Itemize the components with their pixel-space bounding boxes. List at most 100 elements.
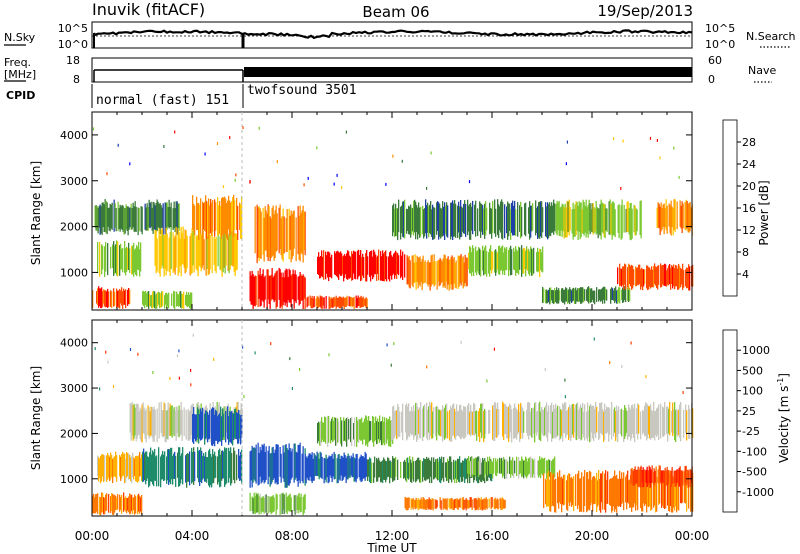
heatmap-cell: [686, 410, 688, 441]
heatmap-cell: [134, 201, 136, 232]
heatmap-cell: [558, 200, 560, 236]
heatmap-cell: [528, 207, 530, 234]
heatmap-cell: [171, 405, 173, 438]
heatmap-cell: [101, 202, 103, 235]
heatmap-cell: [282, 492, 284, 510]
heatmap-cell: [653, 468, 655, 486]
heatmap-cell: [264, 275, 266, 300]
heatmap-cell: [106, 493, 108, 511]
heatmap-cell: [584, 470, 586, 506]
heatmap-cell: [194, 451, 196, 482]
heatmap-cell: [477, 250, 479, 272]
heatmap-cell: [213, 357, 215, 361]
heatmap-cell: [389, 416, 391, 447]
heatmap-cell: [620, 187, 622, 190]
heatmap-cell: [106, 172, 108, 176]
heatmap-cell: [139, 407, 141, 440]
heatmap-cell: [454, 262, 456, 288]
heatmap-cell: [173, 407, 175, 437]
heatmap-cell: [669, 402, 671, 436]
heatmap-cell: [467, 459, 469, 474]
heatmap-cell: [224, 196, 226, 234]
heatmap-cell: [591, 288, 593, 303]
heatmap-cell: [213, 454, 215, 484]
heatmap-cell: [673, 146, 675, 150]
heatmap-cell: [659, 479, 661, 504]
heatmap-cell: [664, 401, 666, 436]
heatmap-cell: [188, 411, 190, 441]
heatmap-cell: [444, 202, 446, 240]
heatmap-cell: [306, 297, 308, 308]
heatmap-cell: [275, 271, 277, 309]
heatmap-cell: [430, 151, 432, 155]
heatmap-cell: [210, 453, 212, 486]
heatmap-cell: [423, 498, 425, 509]
heatmap-cell: [395, 203, 397, 237]
heatmap-cell: [682, 263, 684, 290]
heatmap-cell: [301, 210, 303, 255]
heatmap-cell: [398, 255, 400, 276]
heatmap-cell: [415, 201, 417, 240]
heatmap-cell: [408, 462, 410, 480]
heatmap-cell: [168, 407, 170, 436]
heatmap-cell: [243, 395, 245, 399]
heatmap-cell: [152, 450, 154, 485]
heatmap-cell: [557, 472, 559, 504]
heatmap-cell: [119, 204, 121, 232]
heatmap-cell: [240, 451, 242, 481]
heatmap-cell: [239, 202, 241, 230]
heatmap-cell: [657, 265, 659, 290]
heatmap-cell: [415, 261, 417, 290]
heatmap-cell: [524, 203, 526, 235]
heatmap-cell: [407, 257, 409, 285]
heatmap-cell: [166, 202, 168, 230]
heatmap-cell: [159, 236, 161, 277]
x-tick-label: 00:00: [75, 529, 110, 543]
heatmap-cell: [630, 266, 632, 287]
heatmap-cell: [108, 291, 110, 307]
heatmap-cell: [231, 228, 233, 267]
heatmap-cell: [158, 447, 160, 487]
heatmap-cell: [145, 290, 147, 305]
heatmap-cell: [345, 130, 347, 134]
cpid-mode-1: normal (fast) 151: [96, 93, 229, 108]
heatmap-cell: [652, 411, 654, 438]
heatmap-cell: [492, 201, 494, 234]
heatmap-cell: [219, 236, 221, 270]
heatmap-cell: [158, 291, 160, 305]
heatmap-cell: [105, 242, 107, 272]
heatmap-cell: [386, 461, 388, 480]
heatmap-cell: [307, 296, 309, 306]
heatmap-cell: [223, 451, 225, 479]
heatmap-cell: [638, 404, 640, 434]
heatmap-cell: [540, 201, 542, 237]
heatmap-cell: [304, 453, 306, 480]
heatmap-cell: [207, 457, 209, 479]
heatmap-cell: [273, 214, 275, 261]
heatmap-cell: [148, 199, 150, 228]
heatmap-cell: [651, 465, 653, 483]
heatmap-cell: [229, 451, 231, 479]
heatmap-cell: [206, 200, 208, 239]
heatmap-cell: [543, 458, 545, 475]
heatmap-cell: [117, 143, 119, 147]
heatmap-cell: [105, 201, 107, 234]
colorbar-tick-label: 1000: [742, 344, 770, 357]
heatmap-cell: [663, 203, 665, 235]
heatmap-cell: [189, 451, 191, 486]
heatmap-cell: [584, 289, 586, 301]
heatmap-cell: [97, 242, 99, 274]
heatmap-cell: [445, 258, 447, 282]
heatmap-cell: [161, 410, 163, 437]
heatmap-cell: [416, 499, 418, 508]
heatmap-cell: [163, 145, 165, 148]
heatmap-cell: [483, 250, 485, 276]
heatmap-cell: [648, 472, 650, 508]
heatmap-cell: [503, 252, 505, 272]
heatmap-cell: [449, 456, 451, 480]
heatmap-cell: [354, 251, 356, 279]
heatmap-cell: [665, 470, 667, 486]
heatmap-cell: [551, 472, 553, 507]
heatmap-cell: [410, 411, 412, 434]
heatmap-cell: [643, 269, 645, 287]
